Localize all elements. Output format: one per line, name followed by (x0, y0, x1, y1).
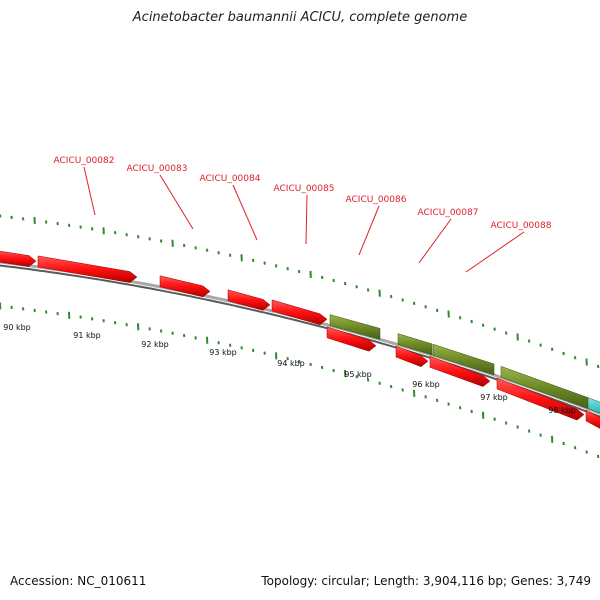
gene-label-leader (305, 194, 308, 245)
gene-label: ACICU_00085 (274, 184, 335, 194)
map-title: Acinetobacter baumannii ACICU, complete … (132, 10, 468, 25)
gene-label: ACICU_00083 (127, 164, 188, 174)
gene-track (0, 250, 600, 429)
scale-label: 93 kbp (209, 348, 237, 357)
scale-label: 94 kbp (277, 359, 305, 368)
forward-gene-arrow (0, 250, 37, 267)
outer-tick-ring (0, 214, 600, 369)
gene-label-leader (358, 205, 380, 256)
forward-gene-arrow (37, 255, 138, 283)
scale-label: 90 kbp (3, 323, 31, 332)
genome-backbone (0, 260, 600, 418)
gene-label-leader (83, 166, 96, 216)
inner-tick-ring (0, 302, 600, 459)
scale-label: 95 kbp (344, 370, 372, 379)
forward-gene-arrow (271, 299, 328, 326)
forward-gene-arrow (227, 289, 271, 311)
scale-label: 91 kbp (73, 331, 101, 340)
gene-label: ACICU_00084 (200, 174, 261, 184)
feature-block (587, 397, 600, 414)
reverse-gene-block (397, 333, 433, 356)
gene-label-leader (465, 231, 525, 273)
scale-label: 92 kbp (141, 340, 169, 349)
scale-label: 98 kbp (548, 406, 576, 415)
forward-gene-arrow (159, 275, 211, 298)
gene-label-leader (159, 174, 194, 230)
reverse-gene-block (329, 314, 381, 340)
gene-label: ACICU_00086 (346, 195, 407, 205)
gene-label-leader (418, 218, 452, 264)
forward-gene-arrow (429, 355, 491, 387)
scale-label: 96 kbp (412, 380, 440, 389)
gene-label-callouts: ACICU_00082 ACICU_00083 ACICU_00084 ACICU_0… (54, 156, 552, 273)
scale-labels: 90 kbp 91 kbp 92 kbp 93 kbp 94 kbp 95 kbp 96 k… (3, 323, 576, 415)
accession-text: Accession: NC_010611 (10, 574, 147, 588)
forward-gene-arrow (326, 326, 377, 352)
gene-label: ACICU_00087 (418, 208, 479, 218)
gene-label-leader (232, 184, 258, 241)
gene-label: ACICU_00088 (491, 221, 552, 231)
backbone-shadow (0, 264, 600, 418)
forward-gene-arrow (496, 377, 585, 421)
forward-gene-arrow (585, 409, 600, 429)
forward-gene-arrow (395, 345, 429, 367)
reverse-gene-block (432, 343, 495, 376)
gene-label: ACICU_00082 (54, 156, 115, 166)
genome-summary-text: Topology: circular; Length: 3,904,116 bp… (261, 574, 591, 588)
scale-label: 97 kbp (480, 393, 508, 402)
